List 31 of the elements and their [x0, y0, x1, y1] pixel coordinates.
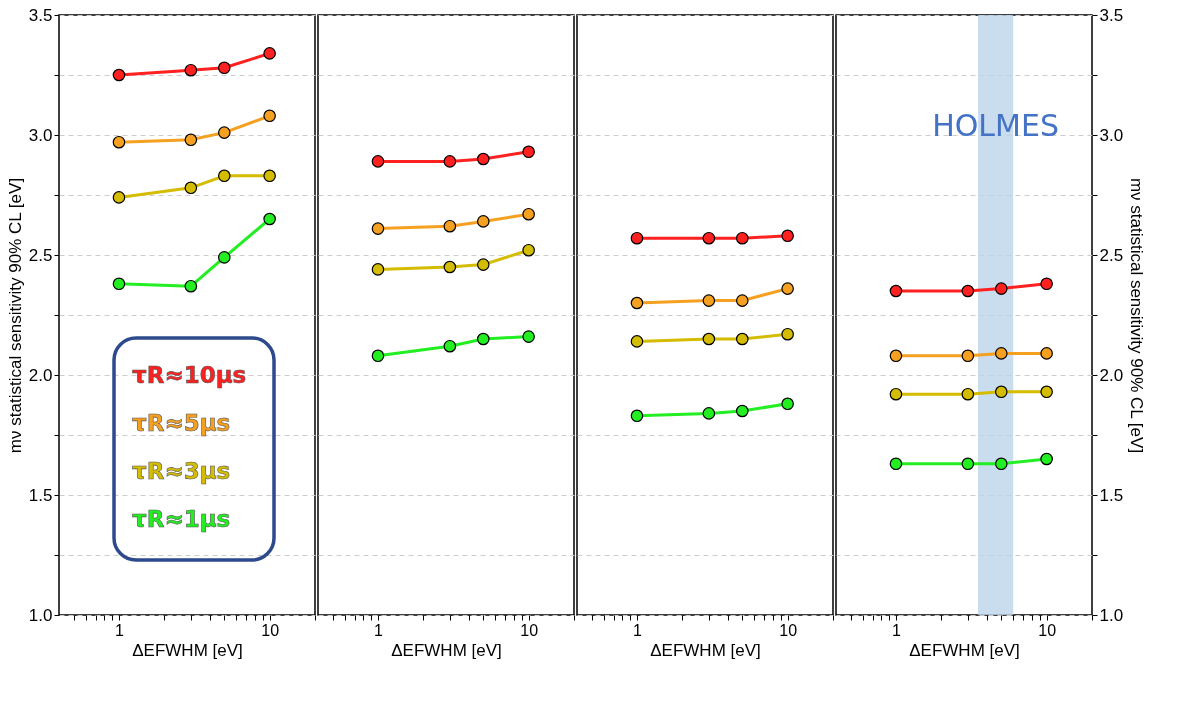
x-axis-title: ΔEFWHM [eV]: [650, 640, 761, 660]
x-tick-label: 1: [633, 621, 643, 639]
y2-tick-label: 3.0: [1099, 125, 1124, 145]
y-tick-label: 1.0: [28, 605, 53, 625]
x-tick-label: 1: [892, 621, 902, 639]
y2-tick-label: 1.0: [1099, 605, 1124, 625]
y-tick-label: 3.0: [28, 125, 53, 145]
x-tick-label: 10: [1038, 621, 1057, 639]
text: τR≈3μs: [132, 458, 231, 484]
y2-tick-label: 1.5: [1099, 485, 1124, 505]
y-tick-label: 3.5: [28, 5, 53, 25]
y2-axis-title: mν statistical sensitivity 90% CL [eV]: [1127, 177, 1147, 454]
y-tick-label: 1.5: [28, 485, 53, 505]
x-tick-label: 10: [261, 621, 280, 639]
band-label: HOLMES: [932, 108, 1059, 143]
x-axis-title: ΔEFWHM [eV]: [909, 640, 1020, 660]
y-axis-title: mν statistical sensitivity 90% CL [eV]: [5, 177, 25, 454]
x-tick-label: 10: [779, 621, 798, 639]
x-axis-title: ΔEFWHM [eV]: [132, 640, 243, 660]
text: τR≈5μs: [132, 410, 231, 436]
x-tick-label: 1: [374, 621, 384, 639]
y-tick-label: 2.0: [28, 365, 53, 385]
text: τR≈1μs: [132, 506, 231, 532]
y-tick-label: 2.5: [28, 245, 53, 265]
x-tick-label: 10: [520, 621, 539, 639]
y2-tick-label: 2.0: [1099, 365, 1124, 385]
x-tick-label: 1: [115, 621, 125, 639]
x-axis-title: ΔEFWHM [eV]: [391, 640, 502, 660]
y2-tick-label: 2.5: [1099, 245, 1124, 265]
y2-tick-label: 3.5: [1099, 5, 1124, 25]
text: τR≈10μs: [132, 362, 247, 388]
